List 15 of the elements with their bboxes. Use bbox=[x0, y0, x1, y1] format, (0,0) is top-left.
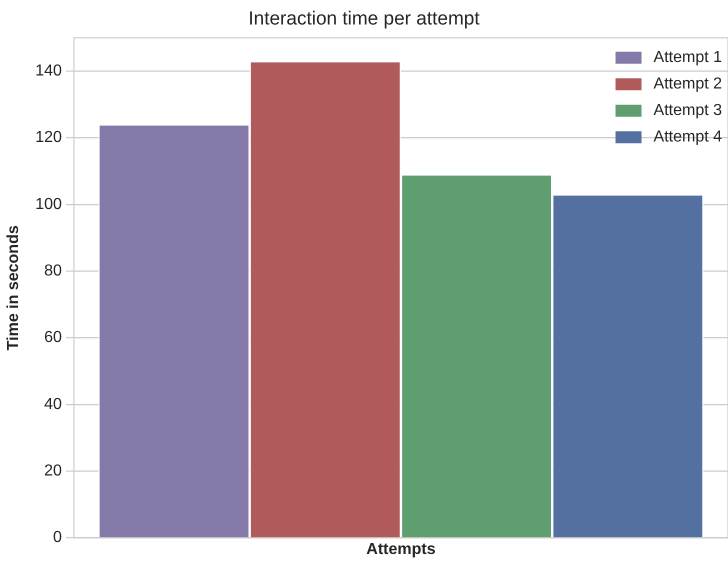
y-tick-label: 120 bbox=[35, 129, 62, 146]
y-tick-label: 40 bbox=[44, 396, 62, 413]
x-axis-title: Attempts bbox=[366, 540, 436, 558]
legend-label: Attempt 3 bbox=[654, 102, 722, 120]
legend-label: Attempt 2 bbox=[654, 76, 722, 93]
y-axis-title: Time in seconds bbox=[5, 225, 22, 350]
legend-label: Attempt 1 bbox=[654, 49, 722, 66]
y-tick-label: 80 bbox=[44, 262, 62, 280]
y-tick-label: 60 bbox=[44, 329, 62, 346]
y-tick-label: 140 bbox=[35, 62, 62, 80]
y-tick-label: 100 bbox=[35, 196, 62, 213]
y-tick-label: 0 bbox=[52, 529, 62, 546]
chart-title: Interaction time per attempt bbox=[248, 8, 480, 30]
legend-label: Attempt 4 bbox=[654, 128, 722, 146]
y-tick-label: 20 bbox=[44, 462, 62, 480]
